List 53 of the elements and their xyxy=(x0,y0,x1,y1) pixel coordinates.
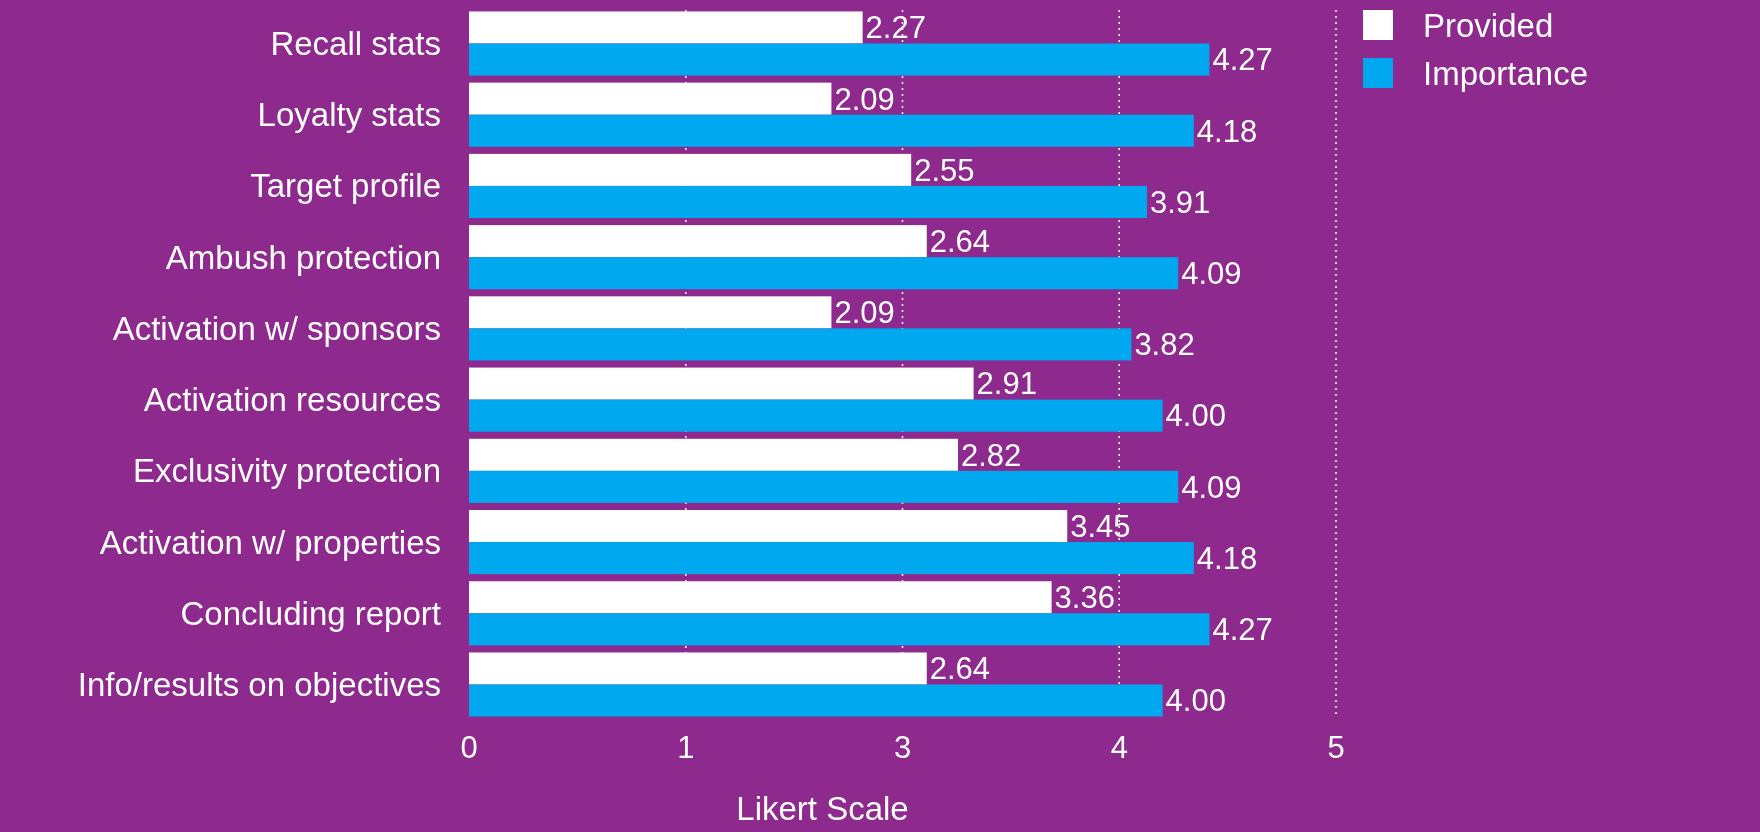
data-label: 3.82 xyxy=(1134,327,1195,363)
legend-label: Provided xyxy=(1423,6,1554,44)
data-label: 3.91 xyxy=(1149,184,1211,220)
data-label: 4.09 xyxy=(1181,256,1242,292)
data-label: 4.27 xyxy=(1212,612,1273,648)
x-tick-label: 5 xyxy=(1327,730,1345,765)
x-tick-label: 4 xyxy=(1110,730,1128,765)
y-tick-label: Info/results on objectives xyxy=(77,666,441,704)
data-label: 2.09 xyxy=(834,295,895,331)
data-label: 4.00 xyxy=(1165,398,1226,434)
x-tick-label: 1 xyxy=(677,730,695,765)
data-label: 3.36 xyxy=(1054,580,1115,616)
bar xyxy=(469,153,912,186)
y-tick-label: Loyalty stats xyxy=(257,96,441,134)
bar xyxy=(469,225,927,258)
legend-label: Importance xyxy=(1423,54,1589,92)
y-tick-label: Activation w/ sponsors xyxy=(112,309,441,347)
bar xyxy=(469,296,832,329)
x-axis-title: Likert Scale xyxy=(736,790,909,827)
bar xyxy=(469,470,1179,503)
y-tick-label: Activation w/ properties xyxy=(99,523,441,561)
bar xyxy=(469,652,927,685)
data-label: 3.45 xyxy=(1070,508,1131,544)
data-label: 4.18 xyxy=(1196,113,1258,149)
bar xyxy=(469,684,1163,717)
y-tick-label: Concluding report xyxy=(180,594,441,632)
x-tick-label: 3 xyxy=(893,730,912,765)
bar xyxy=(469,613,1210,646)
data-label: 2.55 xyxy=(914,152,975,188)
y-tick-label: Target profile xyxy=(250,167,441,205)
data-label: 4.00 xyxy=(1165,683,1226,719)
y-tick-label: Exclusivity protection xyxy=(132,452,441,490)
data-label: 4.09 xyxy=(1181,469,1242,505)
bar xyxy=(469,185,1147,218)
bar xyxy=(469,257,1179,290)
y-tick-label: Ambush protection xyxy=(165,238,441,276)
data-label: 2.27 xyxy=(865,10,926,46)
y-tick-label: Activation resources xyxy=(143,381,441,419)
data-label: 2.64 xyxy=(929,223,991,259)
bar xyxy=(469,367,974,400)
bar xyxy=(469,542,1194,575)
bar xyxy=(469,114,1194,147)
bar xyxy=(469,328,1132,361)
x-tick-label: 0 xyxy=(460,730,478,765)
bar xyxy=(469,399,1163,432)
y-tick-label: Recall stats xyxy=(270,25,441,63)
bar xyxy=(469,43,1210,76)
data-label: 2.82 xyxy=(960,437,1022,473)
data-label: 4.18 xyxy=(1196,540,1258,576)
data-label: 2.64 xyxy=(929,651,991,687)
data-label: 2.09 xyxy=(834,81,895,117)
data-label: 2.91 xyxy=(976,366,1037,402)
data-label: 4.27 xyxy=(1212,42,1273,78)
